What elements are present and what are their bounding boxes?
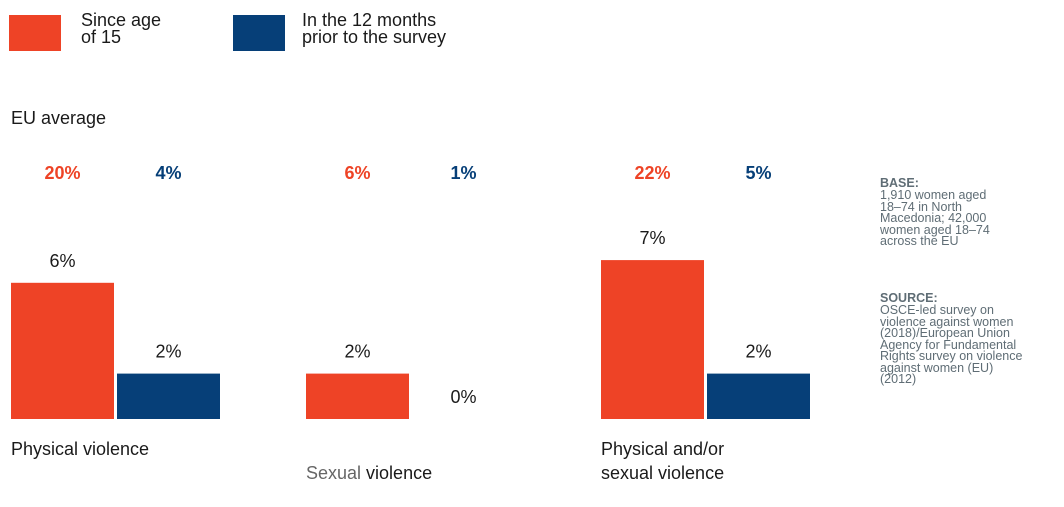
- eu-average-sexual-since-15: 6%: [344, 163, 370, 183]
- bar-physical-since-15: [11, 282, 114, 419]
- data-label-both-last-12: 2%: [745, 342, 771, 362]
- category-label-violence-word: violence: [361, 463, 433, 483]
- eu-average-both-last-12: 5%: [745, 163, 771, 183]
- bar-sexual-since-15: [306, 373, 409, 419]
- legend-swatch-last-12: [233, 15, 285, 51]
- data-label-physical-since-15: 6%: [49, 251, 75, 271]
- eu-average-title: EU average: [11, 108, 107, 128]
- bar-both-last-12: [707, 373, 810, 419]
- base-note: BASE: 1,910 women aged 18–74 in North Ma…: [880, 176, 1064, 248]
- eu-average-physical-since-15: 20%: [44, 163, 80, 183]
- eu-average-both-since-15: 22%: [634, 163, 670, 183]
- bar-physical-last-12: [117, 373, 220, 419]
- category-label-sexual: Sexual violence: [306, 437, 432, 485]
- data-label-sexual-since-15: 2%: [344, 342, 370, 362]
- bar-chart: 6% 20% 2% 4% 2% 6% 0% 1% 7% 22% 2% 5%: [11, 163, 810, 419]
- data-label-sexual-last-12: 0%: [450, 387, 476, 407]
- legend-swatch-since-15: [9, 15, 61, 51]
- data-label-both-since-15: 7%: [639, 228, 665, 248]
- category-label-sexual-word: Sexual: [306, 463, 362, 483]
- category-label-physical: Physical violence: [11, 439, 150, 459]
- bar-both-since-15: [601, 260, 704, 419]
- source-note: SOURCE: OSCE-led survey on violence agai…: [880, 291, 1064, 386]
- base-title: BASE:: [880, 176, 919, 190]
- eu-average-physical-last-12: 4%: [155, 163, 181, 183]
- data-label-physical-last-12: 2%: [155, 342, 181, 362]
- legend-label-last-12: In the 12 months prior to the survey: [302, 10, 447, 47]
- eu-average-sexual-last-12: 1%: [450, 163, 476, 183]
- base-text: 1,910 women aged 18–74 in North Macedoni…: [880, 188, 990, 248]
- source-title: SOURCE:: [880, 291, 938, 305]
- legend-label-since-15: Since age of 15: [81, 10, 162, 47]
- category-label-both: Physical and/or sexual violence: [601, 439, 725, 483]
- source-text: OSCE-led survey on violence against wome…: [880, 303, 1023, 386]
